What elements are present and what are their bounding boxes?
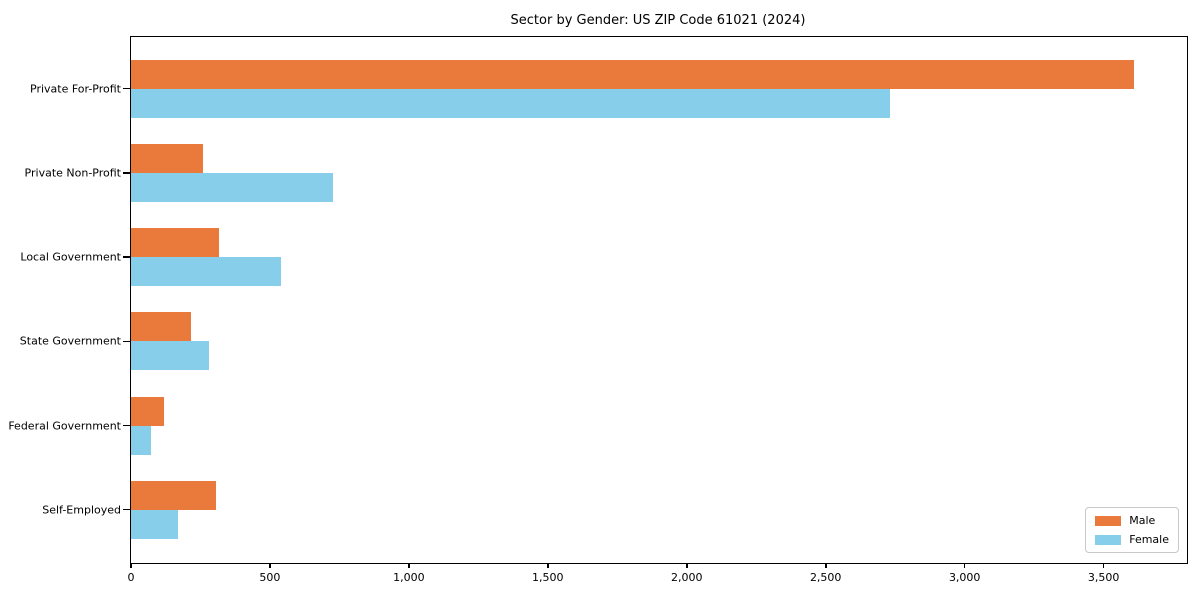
y-tick [122, 340, 130, 343]
x-tick [547, 563, 549, 568]
x-tick-label: 2,500 [809, 571, 842, 584]
bar-female [131, 509, 179, 539]
x-tick [130, 563, 132, 568]
bar-male [131, 480, 216, 510]
y-tick [122, 87, 130, 90]
bar-male [131, 396, 165, 426]
legend-label-female: Female [1129, 533, 1169, 546]
legend-label-male: Male [1129, 514, 1156, 527]
legend-item-male: Male [1095, 515, 1169, 526]
bar-female [131, 172, 333, 202]
legend: Male Female [1085, 507, 1179, 553]
legend-item-female: Female [1095, 534, 1169, 545]
legend-swatch-female [1095, 534, 1122, 545]
x-tick-label: 3,000 [948, 571, 981, 584]
x-tick-label: 500 [259, 571, 281, 584]
x-tick [686, 563, 688, 568]
y-tick-label: Private For-Profit [30, 82, 121, 96]
x-tick-label: 1,000 [393, 571, 425, 584]
x-tick-label: 2,000 [671, 571, 703, 584]
y-tick [122, 508, 130, 511]
bar-female [131, 425, 151, 455]
x-tick-label: 0 [127, 571, 135, 584]
y-tick-label: Local Government [20, 250, 121, 264]
x-tick [1102, 563, 1105, 568]
plot-area: Male Female Private For-Profit Private Non… [8, 36, 1188, 584]
legend-swatch-male [1095, 515, 1122, 526]
x-tick [963, 563, 966, 568]
bar-female [131, 341, 209, 371]
y-tick-label: Private Non-Profit [24, 166, 121, 180]
y-tick [122, 424, 130, 427]
bar-female [131, 88, 890, 118]
y-tick-label: Federal Government [8, 419, 121, 432]
bar-male [131, 228, 219, 258]
x-tick-label: 3,500 [1087, 571, 1120, 584]
bar-female [131, 257, 282, 287]
y-tick-label: Self-Employed [42, 503, 121, 517]
chart-title: Sector by Gender: US ZIP Code 61021 (202… [510, 13, 806, 28]
x-tick-label: 1,500 [532, 571, 564, 584]
bar-male [131, 59, 1135, 89]
y-tick-label: State Government [19, 334, 121, 348]
y-tick [122, 172, 130, 174]
bar-male [131, 312, 191, 342]
y-tick [122, 256, 130, 258]
x-tick [825, 563, 827, 568]
x-tick [408, 563, 410, 568]
x-tick [269, 563, 271, 568]
bar-male [131, 143, 204, 173]
